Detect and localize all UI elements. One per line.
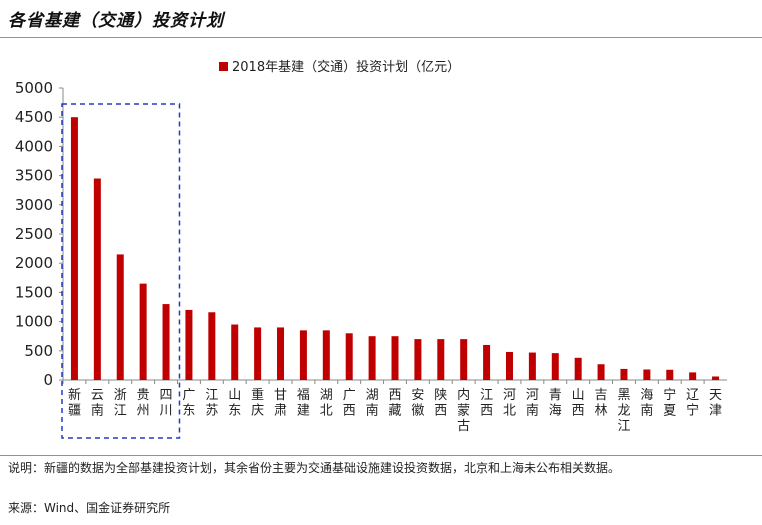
- x-tick-label: 广东: [182, 388, 195, 419]
- bar: [231, 324, 239, 380]
- bar: [368, 336, 376, 380]
- legend-label: 2018年基建（交通）投资计划（亿元）: [232, 59, 460, 75]
- x-tick-label: 吉林: [595, 388, 608, 419]
- y-tick-label: 2000: [15, 254, 53, 272]
- x-axis: 新疆云南浙江贵州四川广东江苏山东重庆甘肃福建湖北广西湖南西藏安徽陕西内蒙古江西河…: [62, 380, 722, 434]
- x-tick-label: 内蒙古: [457, 387, 470, 434]
- bar: [414, 339, 422, 380]
- x-tick-label: 云南: [91, 388, 104, 419]
- x-tick-label: 甘肃: [274, 388, 287, 419]
- x-tick-label: 湖北: [320, 388, 333, 419]
- x-tick-label: 黑龙江: [617, 388, 630, 434]
- x-tick-label: 贵州: [137, 388, 150, 419]
- bar: [391, 336, 399, 380]
- bar-series: [70, 117, 720, 380]
- x-tick-label: 天津: [709, 388, 722, 419]
- bar: [712, 376, 720, 380]
- x-tick-label: 青海: [549, 388, 562, 419]
- y-tick-label: 500: [24, 342, 53, 360]
- x-tick-label: 福建: [297, 388, 310, 419]
- bar: [620, 368, 628, 380]
- bar: [574, 357, 582, 380]
- x-tick-label: 湖南: [366, 388, 379, 419]
- legend: 2018年基建（交通）投资计划（亿元）: [219, 59, 460, 75]
- x-tick-label: 四川: [160, 388, 173, 419]
- x-tick-label: 江西: [480, 388, 493, 419]
- x-tick-label: 浙江: [114, 388, 127, 419]
- bar: [93, 178, 101, 380]
- bar: [689, 372, 697, 380]
- y-tick-label: 4000: [15, 137, 53, 155]
- y-tick-label: 5000: [15, 79, 53, 97]
- notes-divider: [0, 455, 762, 456]
- x-tick-label: 山东: [228, 388, 241, 419]
- y-tick-label: 3000: [15, 196, 53, 214]
- bar: [643, 369, 651, 380]
- bar: [139, 283, 147, 380]
- y-tick-label: 2500: [15, 225, 53, 243]
- y-tick-label: 0: [43, 371, 53, 389]
- x-tick-label: 辽宁: [686, 388, 699, 419]
- bar: [299, 330, 307, 380]
- bar: [666, 369, 674, 380]
- bar: [208, 312, 216, 380]
- bar: [483, 344, 491, 380]
- x-tick-label: 广西: [343, 388, 356, 419]
- bar: [460, 339, 468, 380]
- y-tick-label: 4500: [15, 108, 53, 126]
- bar: [254, 327, 262, 380]
- bar: [505, 351, 513, 380]
- x-tick-label: 海南: [640, 388, 653, 419]
- x-tick-label: 山西: [572, 388, 585, 419]
- x-tick-label: 河南: [526, 388, 539, 419]
- bar: [551, 353, 559, 380]
- x-tick-label: 陕西: [434, 388, 447, 419]
- y-tick-label: 1500: [15, 283, 53, 301]
- bar: [185, 309, 193, 380]
- y-tick-label: 3500: [15, 167, 53, 185]
- bar: [345, 333, 353, 380]
- bar: [70, 117, 78, 380]
- bar: [116, 254, 124, 380]
- legend-swatch: [219, 62, 228, 71]
- bar-chart: 2018年基建（交通）投资计划（亿元） 0 500 1000 1500 2000 2500…: [15, 59, 727, 439]
- bar: [162, 304, 170, 380]
- page-title: 各省基建（交通）投资计划: [8, 11, 224, 31]
- source-note: 来源：Wind、国金证券研究所: [8, 501, 171, 515]
- title-divider: [0, 37, 762, 38]
- x-tick-label: 安徽: [411, 388, 424, 419]
- x-tick-label: 西藏: [388, 388, 401, 419]
- y-tick-label: 1000: [15, 313, 53, 331]
- x-tick-label: 河北: [503, 388, 516, 419]
- x-tick-label: 新疆: [68, 387, 81, 419]
- x-tick-label: 江苏: [205, 388, 218, 419]
- bar: [437, 339, 445, 380]
- x-tick-label: 宁夏: [663, 387, 676, 419]
- bar: [322, 330, 330, 380]
- bar: [277, 327, 285, 380]
- x-tick-label: 重庆: [251, 387, 264, 419]
- bar: [528, 352, 536, 380]
- bar: [597, 364, 605, 380]
- highlight-box: [61, 103, 181, 439]
- explanation-note: 说明：新疆的数据为全部基建投资计划，其余省份主要为交通基础设施建设投资数据，北京…: [8, 461, 621, 475]
